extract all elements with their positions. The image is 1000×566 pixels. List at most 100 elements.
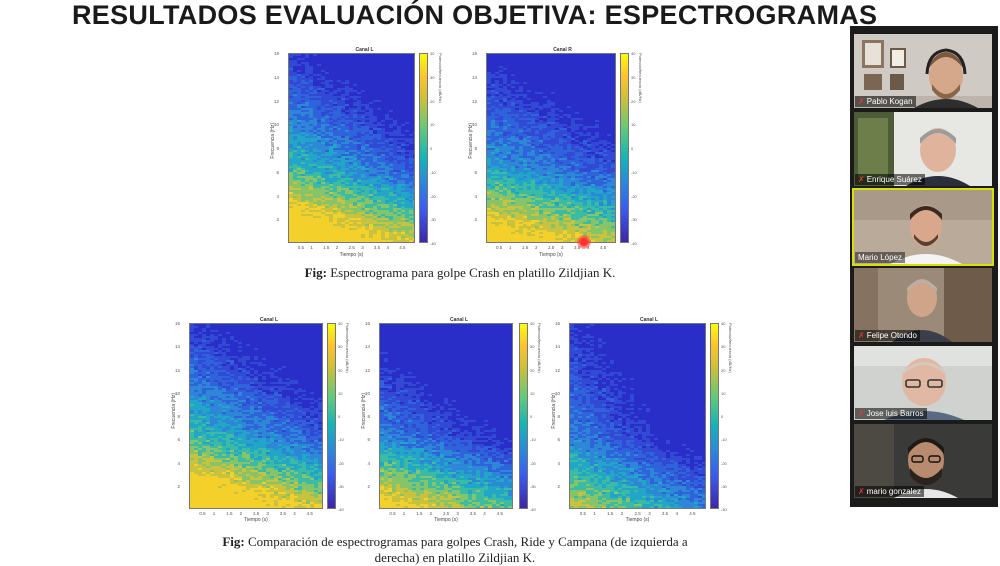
colorbar-tick-label: -10	[430, 170, 436, 175]
x-tick-label: 2.5	[548, 245, 554, 250]
x-tick-label: 1.5	[226, 511, 232, 516]
x-tick-label: 1	[213, 511, 216, 516]
colorbar-label: Potencia/frecuencia (dB/Hz)	[638, 53, 643, 243]
y-tick-label: 16	[365, 321, 370, 326]
colorbar-tick-label: -40	[338, 507, 344, 512]
colorbar-tick-label: 30	[631, 75, 635, 80]
x-tick-label: 4.5	[307, 511, 313, 516]
participant-tile[interactable]: ✗Pablo Kogan	[854, 34, 992, 108]
slide-title: RESULTADOS EVALUACIÓN OBJETIVA: ESPECTRO…	[72, 0, 877, 31]
participant-tile[interactable]: ✗Jose luis Barros	[854, 346, 992, 420]
y-tick-label: 8	[276, 146, 279, 151]
colorbar-label: Potencia/frecuencia (dB/Hz)	[728, 323, 733, 509]
colorbar-tick-label: -20	[530, 461, 536, 466]
participant-tile[interactable]: ✗Felipe Otondo	[854, 268, 992, 342]
y-axis-label: Frecuencia (Hz)	[551, 393, 557, 429]
colorbar-tick-label: -20	[430, 194, 436, 199]
participant-tile[interactable]: ✗mario gonzalez	[854, 424, 992, 498]
x-tick-label: 1.5	[522, 245, 528, 250]
y-tick-label: 4	[177, 461, 180, 466]
spectrogram-image	[289, 54, 415, 243]
colorbar-tick-label: -40	[430, 241, 436, 246]
colorbar	[620, 53, 629, 243]
mic-muted-icon: ✗	[858, 487, 865, 496]
y-tick-label: 14	[274, 75, 279, 80]
colorbar-tick-label: 30	[430, 75, 434, 80]
colorbar-tick-label: -20	[631, 194, 637, 199]
y-tick-label: 8	[557, 414, 560, 419]
participant-tile-active-speaker[interactable]: Mario López	[854, 190, 992, 264]
y-tick-label: 8	[367, 414, 370, 419]
participant-name: ✗mario gonzalez	[855, 486, 924, 497]
colorbar-tick-label: 0	[430, 146, 432, 151]
x-tick-label: 2	[621, 511, 624, 516]
y-tick-label: 12	[365, 368, 370, 373]
x-tick-label: 4.5	[600, 245, 606, 250]
x-tick-label: 3	[266, 511, 269, 516]
figure-caption-1: Fig: Espectrograma para golpe Crash en p…	[250, 265, 670, 281]
y-tick-label: 14	[472, 75, 477, 80]
colorbar-tick-label: -40	[721, 507, 727, 512]
y-tick-label: 2	[367, 484, 370, 489]
x-axis-label: Tiempo (s)	[288, 252, 415, 258]
y-axis-label: Frecuencia (Hz)	[171, 393, 177, 429]
y-tick-label: 2	[177, 484, 180, 489]
colorbar	[519, 323, 528, 509]
y-tick-label: 6	[177, 437, 180, 442]
colorbar-tick-label: -30	[721, 484, 727, 489]
colorbar-tick-label: 10	[721, 391, 725, 396]
x-tick-label: 4.5	[399, 245, 405, 250]
colorbar-tick-label: 30	[338, 344, 342, 349]
y-tick-label: 8	[177, 414, 180, 419]
x-tick-label: 1.5	[323, 245, 329, 250]
colorbar-tick-label: -40	[631, 241, 637, 246]
colorbar-tick-label: 20	[631, 99, 635, 104]
y-tick-label: 2	[474, 217, 477, 222]
participant-tile[interactable]: ✗Enrique Suárez	[854, 112, 992, 186]
y-tick-label: 6	[367, 437, 370, 442]
y-tick-label: 12	[472, 99, 477, 104]
y-tick-label: 16	[472, 51, 477, 56]
x-tick-label: 2.5	[635, 511, 641, 516]
x-tick-label: 3	[456, 511, 459, 516]
colorbar-tick-label: 30	[530, 344, 534, 349]
y-tick-label: 16	[175, 321, 180, 326]
colorbar-tick-label: -10	[631, 170, 637, 175]
spectrogram-image	[570, 324, 706, 509]
colorbar-tick-label: 10	[631, 122, 635, 127]
x-tick-label: 3.5	[470, 511, 476, 516]
mic-muted-icon: ✗	[858, 409, 865, 418]
mic-muted-icon: ✗	[858, 97, 865, 106]
colorbar-tick-label: -30	[338, 484, 344, 489]
x-tick-label: 2	[240, 511, 243, 516]
y-tick-label: 14	[175, 344, 180, 349]
figure-caption-2: Fig: Comparación de espectrogramas para …	[150, 534, 760, 566]
colorbar-tick-label: 10	[338, 391, 342, 396]
colorbar-tick-label: -10	[338, 437, 344, 442]
colorbar-tick-label: 10	[430, 122, 434, 127]
x-tick-label: 1	[403, 511, 406, 516]
y-tick-label: 14	[365, 344, 370, 349]
colorbar-tick-label: -30	[631, 217, 637, 222]
mic-muted-icon: ✗	[858, 331, 865, 340]
colorbar-tick-label: -20	[338, 461, 344, 466]
mic-muted-icon: ✗	[858, 175, 865, 184]
colorbar-tick-label: 0	[631, 146, 633, 151]
colorbar	[327, 323, 336, 509]
x-tick-label: 4.5	[497, 511, 503, 516]
y-tick-label: 6	[557, 437, 560, 442]
participant-name: ✗Pablo Kogan	[855, 96, 916, 107]
spectrogram-image	[487, 54, 616, 243]
x-tick-label: 1.5	[607, 511, 613, 516]
colorbar-tick-label: 40	[338, 321, 342, 326]
colorbar	[710, 323, 719, 509]
x-tick-label: 1	[310, 245, 313, 250]
colorbar-tick-label: 40	[430, 51, 434, 56]
colorbar-tick-label: 20	[338, 368, 342, 373]
participant-name: ✗Felipe Otondo	[855, 330, 920, 341]
spectrogram-area	[288, 53, 415, 243]
x-tick-label: 1.5	[416, 511, 422, 516]
colorbar	[419, 53, 428, 243]
